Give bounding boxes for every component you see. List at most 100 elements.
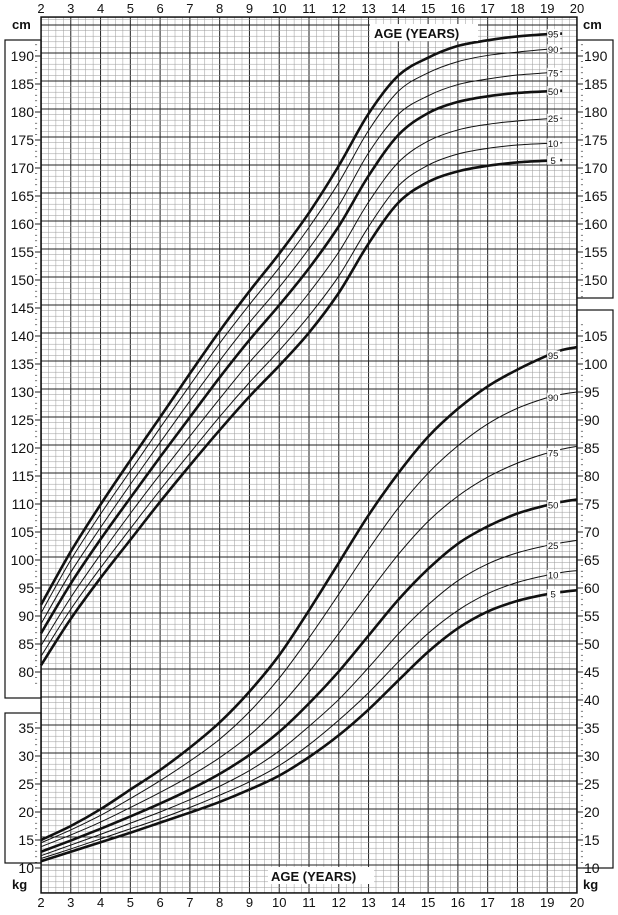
weight-percentile-label-p10: 10 — [548, 571, 559, 582]
stature-tick-label-left: 180 — [11, 104, 35, 120]
unit-cm-right: cm — [583, 17, 602, 32]
stature-tick-label-left: 80 — [18, 664, 34, 680]
weight-curve-p75 — [40, 445, 578, 848]
age-tick-label-bottom: 10 — [272, 895, 286, 910]
weight-percentile-label-p75: 75 — [548, 449, 559, 460]
age-tick-label-top: 15 — [421, 1, 435, 16]
weight-label-bg-p5 — [547, 589, 561, 599]
weight-tick-label-right: 15 — [584, 832, 600, 848]
weight-percentile-label-p25: 25 — [548, 541, 559, 552]
weight-label-bg-p25 — [547, 540, 561, 550]
age-tick-label-top: 5 — [127, 1, 134, 16]
left-weight-scale-frame — [4, 712, 42, 864]
right-weight-scale-frame — [576, 309, 614, 869]
grid-layer — [40, 16, 578, 894]
age-tick-label-bottom: 8 — [216, 895, 223, 910]
age-tick-label-bottom: 15 — [421, 895, 435, 910]
age-tick-label-top: 7 — [186, 1, 193, 16]
stature-tick-label-left: 145 — [11, 300, 35, 316]
stature-percentile-label-p50: 50 — [548, 87, 559, 98]
stature-tick-label-left: 105 — [11, 524, 35, 540]
age-tick-label-bottom: 16 — [451, 895, 465, 910]
age-tick-label-top: 13 — [361, 1, 375, 16]
age-tick-label-top: 16 — [451, 1, 465, 16]
stature-tick-label-left: 140 — [11, 328, 35, 344]
stature-tick-label-left: 185 — [11, 76, 35, 92]
weight-tick-label-left: 30 — [18, 748, 34, 764]
stature-curve-p5 — [39, 158, 563, 666]
weight-tick-label-left: 20 — [18, 804, 34, 820]
unit-kg-right: kg — [583, 877, 598, 892]
stature-percentile-label-p75: 75 — [548, 68, 559, 79]
age-tick-label-top: 19 — [540, 1, 554, 16]
weight-label-bg-p75 — [547, 448, 561, 458]
weight-tick-label-right: 40 — [584, 692, 600, 708]
weight-tick-label-right: 65 — [584, 552, 600, 568]
age-tick-label-bottom: 14 — [391, 895, 405, 910]
weight-tick-label-left: 25 — [18, 776, 34, 792]
weight-tick-label-right: 105 — [584, 328, 608, 344]
weight-tick-label-right: 75 — [584, 496, 600, 512]
weight-tick-label-left: 15 — [18, 832, 34, 848]
age-tick-label-bottom: 17 — [480, 895, 494, 910]
weight-curve-p5 — [40, 588, 578, 863]
stature-tick-label-right: 185 — [584, 76, 608, 92]
weight-tick-label-right: 80 — [584, 468, 600, 484]
weight-label-bg-p95 — [547, 350, 561, 360]
weight-curve-p90 — [40, 391, 578, 844]
weight-tick-label-right: 20 — [584, 804, 600, 820]
stature-tick-label-left: 160 — [11, 216, 35, 232]
stature-tick-label-left: 100 — [11, 552, 35, 568]
weight-tick-label-right: 90 — [584, 412, 600, 428]
stature-curve-p10 — [40, 142, 563, 657]
stature-tick-label-right: 180 — [584, 104, 608, 120]
weight-curve-p25 — [40, 539, 578, 857]
weight-tick-label-right: 30 — [584, 748, 600, 764]
stature-tick-label-left: 135 — [11, 356, 35, 372]
weight-percentile-label-p90: 90 — [548, 393, 559, 404]
age-tick-label-top: 14 — [391, 1, 405, 16]
stature-percentile-label-p5: 5 — [551, 156, 556, 167]
weight-tick-label-left: 35 — [18, 720, 34, 736]
stature-label-bg-p50 — [547, 86, 561, 96]
weight-tick-label-right: 45 — [584, 664, 600, 680]
stature-tick-label-left: 170 — [11, 160, 35, 176]
weight-curve-p95 — [40, 345, 578, 842]
stature-label-bg-p90 — [547, 44, 561, 54]
stature-tick-label-left: 175 — [11, 132, 35, 148]
stature-tick-label-right: 190 — [584, 48, 608, 64]
age-tick-label-top: 9 — [246, 1, 253, 16]
stature-curve-p75 — [40, 71, 563, 625]
age-tick-label-top: 20 — [570, 1, 584, 16]
weight-curve-p10 — [40, 570, 578, 859]
age-tick-label-bottom: 2 — [37, 895, 44, 910]
stature-label-bg-p75 — [547, 67, 561, 77]
weight-percentile-label-p95: 95 — [548, 351, 559, 362]
age-tick-label-bottom: 12 — [332, 895, 346, 910]
right-stature-scale-frame — [576, 39, 614, 299]
age-tick-label-bottom: 6 — [156, 895, 163, 910]
unit-kg-left: kg — [12, 877, 27, 892]
stature-curve-p95 — [39, 32, 563, 606]
stature-tick-label-right: 170 — [584, 160, 608, 176]
weight-curve-p50 — [40, 498, 578, 853]
weight-label-bg-p90 — [547, 392, 561, 402]
stature-tick-label-left: 130 — [11, 384, 35, 400]
age-tick-label-bottom: 4 — [97, 895, 104, 910]
stature-percentile-label-p10: 10 — [548, 139, 559, 150]
weight-label-bg-p50 — [547, 500, 561, 510]
weight-tick-label-right: 55 — [584, 608, 600, 624]
age-tick-label-bottom: 9 — [246, 895, 253, 910]
stature-label-bg-p95 — [547, 29, 561, 39]
age-tick-label-bottom: 3 — [67, 895, 74, 910]
stature-tick-label-left: 125 — [11, 412, 35, 428]
age-tick-label-bottom: 20 — [570, 895, 584, 910]
weight-tick-label-right: 35 — [584, 720, 600, 736]
age-tick-label-top: 18 — [510, 1, 524, 16]
weight-tick-label-right: 100 — [584, 356, 608, 372]
age-tick-label-bottom: 11 — [302, 895, 316, 910]
age-title-top-bg — [370, 24, 478, 41]
stature-tick-label-left: 155 — [11, 244, 35, 260]
stature-tick-label-right: 155 — [584, 244, 608, 260]
